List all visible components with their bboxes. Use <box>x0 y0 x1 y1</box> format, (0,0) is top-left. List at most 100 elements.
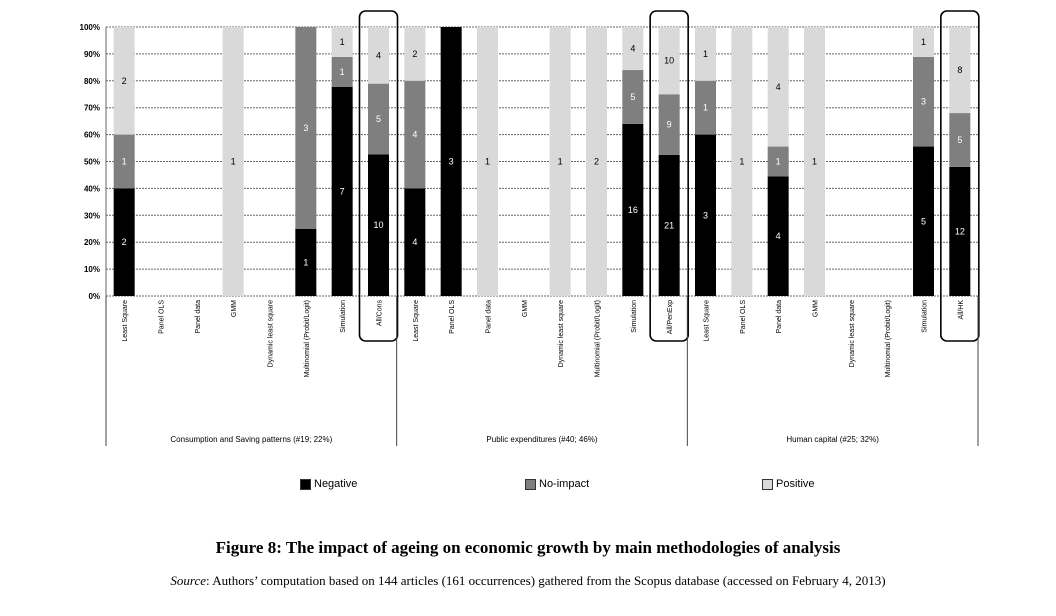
data-label: 1 <box>812 157 817 167</box>
legend-item-positive: Positive <box>762 478 815 490</box>
data-label: 1 <box>122 157 127 167</box>
bar-segment-positive <box>222 27 244 296</box>
bar-segment-negative <box>949 166 971 296</box>
data-label: 1 <box>739 157 744 167</box>
data-label: 2 <box>412 49 417 59</box>
bar-segment-positive <box>549 27 571 296</box>
y-tick-label: 0% <box>88 292 100 301</box>
bar-segment-positive <box>731 27 753 296</box>
bar-segment-negative <box>331 86 353 297</box>
data-label: 3 <box>921 97 926 107</box>
bar-segment-positive <box>804 27 825 296</box>
legend-item-no-impact: No-impact <box>525 478 589 490</box>
data-label: 5 <box>921 216 926 226</box>
data-label: 5 <box>630 92 635 102</box>
y-tick-label: 20% <box>84 238 100 247</box>
data-label: 5 <box>957 135 962 145</box>
legend-label-positive: Positive <box>776 478 815 490</box>
x-tick-label: Simulation <box>631 300 638 333</box>
bar-segment-positive <box>949 27 971 114</box>
bar-segment-no-impact <box>113 134 135 189</box>
bar-segment-negative <box>440 27 462 296</box>
x-tick-label: Multinomial (Probit/Logit) <box>885 300 892 377</box>
bar-segment-positive <box>331 27 353 57</box>
data-label: 2 <box>122 76 127 86</box>
bar-segment-no-impact <box>404 80 426 189</box>
source-label: Source <box>170 573 207 588</box>
bar-segment-positive <box>404 27 426 81</box>
stacked-bar-chart: 0%10%20%30%40%50%60%70%80%90%100%212Leas… <box>80 10 980 446</box>
data-label: 3 <box>449 157 454 167</box>
y-tick-label: 30% <box>84 211 100 220</box>
y-tick-label: 50% <box>84 158 100 167</box>
bar-segment-no-impact <box>949 113 971 167</box>
x-tick-label: Multinomial (Probit/Logit) <box>304 300 311 377</box>
bar-segment-no-impact <box>331 56 353 87</box>
bar-segment-negative <box>658 154 680 296</box>
data-label: 1 <box>340 37 345 47</box>
bar-segment-positive <box>113 27 135 135</box>
bar-segment-positive <box>368 27 389 84</box>
x-tick-label: Dynamic least square <box>558 300 565 367</box>
bar-segment-negative <box>404 188 426 296</box>
bar-segment-no-impact <box>368 83 389 155</box>
data-label: 4 <box>776 82 781 92</box>
legend-label-no-impact: No-impact <box>539 478 590 490</box>
data-label: 1 <box>776 157 781 167</box>
data-label: 1 <box>303 257 308 267</box>
legend-item-negative: Negative <box>300 478 357 490</box>
x-tick-label: Simulation <box>922 300 929 333</box>
data-label: 1 <box>231 157 236 167</box>
x-tick-label: GMM <box>231 300 238 317</box>
data-label: 4 <box>412 237 417 247</box>
data-label: 1 <box>921 37 926 47</box>
bar-segment-negative <box>368 154 389 296</box>
data-label: 12 <box>955 226 965 236</box>
figure-title: Figure 8: The impact of ageing on econom… <box>215 538 841 557</box>
bar-segment-positive <box>695 27 716 81</box>
bar-segment-positive <box>913 27 934 57</box>
figure-source: Source: Authors’ computation based on 14… <box>0 573 1056 589</box>
data-label: 1 <box>558 157 563 167</box>
group-label: Consumption and Saving patterns (#19; 22… <box>170 435 332 444</box>
bar-segment-no-impact <box>913 56 934 147</box>
highlight-frame <box>358 10 399 342</box>
data-label: 1 <box>485 157 490 167</box>
x-tick-label: Least Square <box>413 300 420 342</box>
data-label: 4 <box>776 231 781 241</box>
data-label: 10 <box>373 220 383 230</box>
x-tick-label: Least Square <box>122 300 129 342</box>
bar-segment-negative <box>622 123 644 296</box>
x-tick-label: Panel data <box>195 300 202 334</box>
bar-segment-no-impact <box>295 27 317 229</box>
legend-swatch-no-impact <box>525 478 536 490</box>
group-label: Human capital (#25; 32%) <box>786 435 879 444</box>
data-label: 7 <box>340 186 345 196</box>
x-tick-label: Panel OLS <box>740 300 747 334</box>
data-label: 4 <box>412 130 417 140</box>
x-tick-label: Simulation <box>340 300 347 333</box>
data-label: 5 <box>376 114 381 124</box>
bar-segment-positive <box>622 27 644 71</box>
y-tick-label: 80% <box>84 77 100 86</box>
y-tick-label: 90% <box>84 50 100 59</box>
highlight-frame <box>649 10 689 342</box>
x-tick-label: Multinomial (Probit/Logit) <box>595 300 602 377</box>
data-label: 3 <box>703 210 708 220</box>
x-tick-label: Dynamic least square <box>849 300 856 367</box>
legend-swatch-positive <box>762 478 773 490</box>
source-text: : Authors’ computation based on 144 arti… <box>206 573 886 588</box>
y-tick-label: 60% <box>84 131 100 140</box>
y-tick-label: 70% <box>84 104 100 113</box>
bar-segment-no-impact <box>767 146 789 177</box>
bar-segment-no-impact <box>658 94 680 155</box>
x-tick-label: Panel data <box>486 300 493 334</box>
x-tick-label: Least Square <box>704 300 711 342</box>
x-tick-label: Panel OLS <box>159 300 166 334</box>
y-tick-label: 100% <box>80 23 100 32</box>
data-label: 10 <box>664 56 674 66</box>
y-tick-label: 10% <box>84 265 100 274</box>
bar-segment-no-impact <box>622 70 644 124</box>
data-label: 16 <box>628 205 638 215</box>
x-tick-label: GMM <box>813 300 820 317</box>
